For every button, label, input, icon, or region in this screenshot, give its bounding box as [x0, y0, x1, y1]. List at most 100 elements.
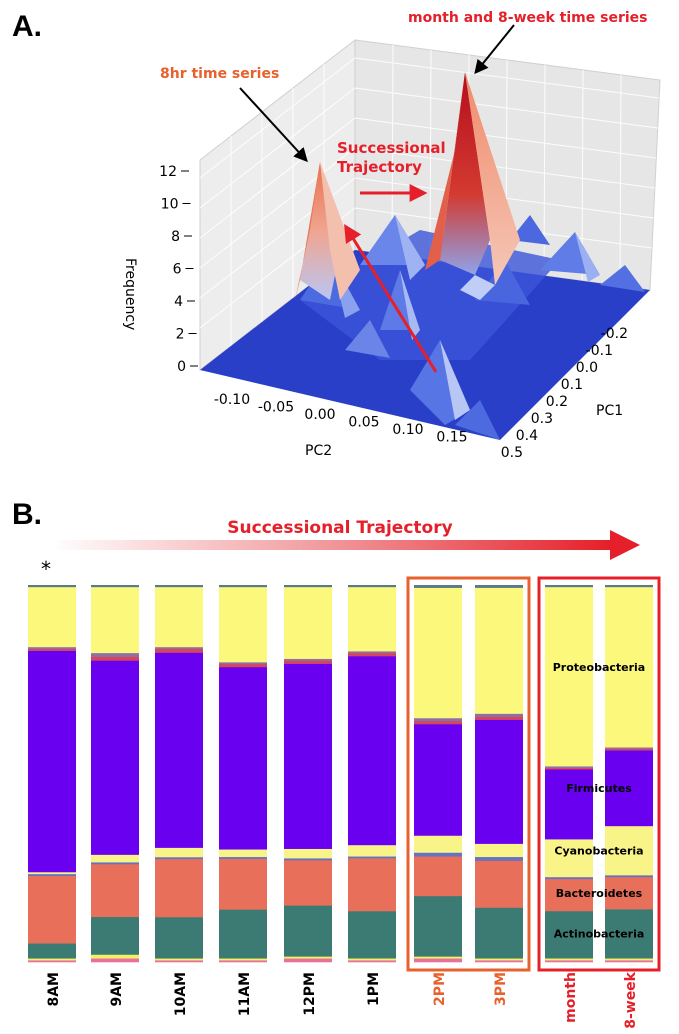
y-tick-label: 0.4: [516, 428, 538, 444]
bar-segment: [284, 860, 332, 906]
bar-segment: [91, 958, 139, 963]
y-tick-label: 0.0: [576, 360, 598, 376]
bar-segment: [475, 958, 523, 961]
bar-segment: [545, 878, 593, 912]
peak-8hr: [295, 162, 360, 300]
group-frame: [537, 576, 661, 972]
bar-segment: [475, 960, 523, 963]
y-axis-label: PC1: [596, 403, 623, 419]
bar-segment: [155, 847, 203, 858]
category-label: 3PM: [493, 972, 509, 1006]
bar-segment: [475, 860, 523, 908]
bar-segment: [545, 958, 593, 961]
series-label: Proteobacteria: [553, 661, 645, 674]
bar-segment: [414, 895, 462, 957]
bar-segment: [605, 825, 653, 876]
trajectory-diagonal-arrow: [344, 223, 438, 373]
bar-segment: [348, 651, 396, 654]
bar-segment: [284, 658, 332, 661]
z-tick-label: 12: [159, 164, 177, 180]
x-tick-label: -0.10: [214, 392, 250, 408]
x-axis-label: PC2: [305, 443, 332, 459]
bars: [28, 585, 653, 963]
bar-segment: [219, 849, 267, 858]
x-tick-label: 0.15: [436, 430, 467, 446]
bar-segment: [348, 585, 396, 588]
bar-segment: [605, 747, 653, 750]
z-tick-label: 8: [171, 229, 180, 245]
peak-month-8week: [425, 72, 520, 300]
bar-segment: [348, 656, 396, 846]
bar-segment: [155, 858, 203, 918]
panel-label-a: A.: [12, 10, 42, 43]
bar-segment: [605, 960, 653, 963]
category-label: month: [563, 972, 579, 1023]
trajectory-arrow-shaft: [50, 540, 610, 550]
group-frame: [406, 576, 531, 972]
bar-segment: [545, 766, 593, 768]
bar-segment: [28, 873, 76, 877]
z-tick-label: 6: [173, 262, 182, 278]
bar-segment: [475, 856, 523, 861]
bar-segment: [219, 662, 267, 665]
annotation-trajectory-line2: Trajectory: [337, 158, 422, 176]
bar-segment: [155, 856, 203, 860]
bar-segment: [219, 666, 267, 850]
bar-segment: [545, 769, 593, 840]
bar-segment: [28, 875, 76, 944]
category-label: 8AM: [46, 972, 62, 1007]
annotation-month-8week: month and 8-week time series: [408, 10, 647, 26]
bar-segment: [155, 960, 203, 963]
bar-segment: [284, 585, 332, 588]
bar-segment: [91, 954, 139, 959]
category-label: 12PM: [302, 972, 318, 1016]
bar-segment: [348, 960, 396, 963]
bar-segment: [28, 958, 76, 961]
bar-segment: [91, 863, 139, 918]
bar-segment: [28, 960, 76, 963]
bar-segment: [155, 648, 203, 653]
y-axis-ticks: -0.2-0.10.00.10.20.30.40.5: [501, 326, 628, 461]
bar-segment: [414, 835, 462, 853]
bar-segment: [414, 852, 462, 857]
bar-segment: [414, 856, 462, 897]
bar-segment: [284, 956, 332, 959]
bar-segment: [605, 875, 653, 878]
bar-segment: [28, 650, 76, 873]
bar-segment: [28, 871, 76, 875]
bar-segment: [545, 839, 593, 878]
series-label: Actinobacteria: [554, 928, 645, 941]
bar-segment: [475, 716, 523, 720]
y-tick-label: -0.1: [586, 343, 613, 359]
category-label: 9AM: [109, 972, 125, 1007]
bar-segment: [414, 587, 462, 719]
series-labels: Actinobacteria Bacteroidetes Cyanobacteria…: [553, 661, 645, 941]
bar-segment: [605, 750, 653, 827]
bar-segment: [284, 586, 332, 659]
bar-segment: [475, 843, 523, 858]
y-tick-label: 0.5: [501, 445, 523, 461]
stacked-bar-chart: Successional Trajectory * Actinobacteria…: [28, 518, 661, 1029]
bar-segment: [605, 909, 653, 959]
bar-segment: [91, 586, 139, 654]
category-label: 11AM: [237, 972, 253, 1016]
z-tick-label: 2: [176, 327, 185, 343]
bar-segment: [475, 713, 523, 717]
bar-segment: [91, 585, 139, 588]
bar-segment: [605, 585, 653, 588]
bar-segment: [284, 660, 332, 664]
bar-segment: [219, 585, 267, 588]
bar-segment: [155, 585, 203, 588]
bar-segment: [605, 748, 653, 751]
pointer-8hr: [239, 87, 308, 163]
annotation-trajectory-line1: Successional: [337, 139, 446, 157]
bar-segment: [545, 910, 593, 959]
category-label: 1PM: [366, 972, 382, 1006]
bar-segment: [155, 958, 203, 961]
bar-segment: [348, 586, 396, 652]
bar-segment: [348, 911, 396, 959]
bar-segment: [414, 724, 462, 836]
y-tick-label: 0.3: [531, 411, 553, 427]
bar-segment: [414, 717, 462, 722]
surface-3d-chart: 8hr time series month and 8-week time se…: [122, 10, 661, 461]
